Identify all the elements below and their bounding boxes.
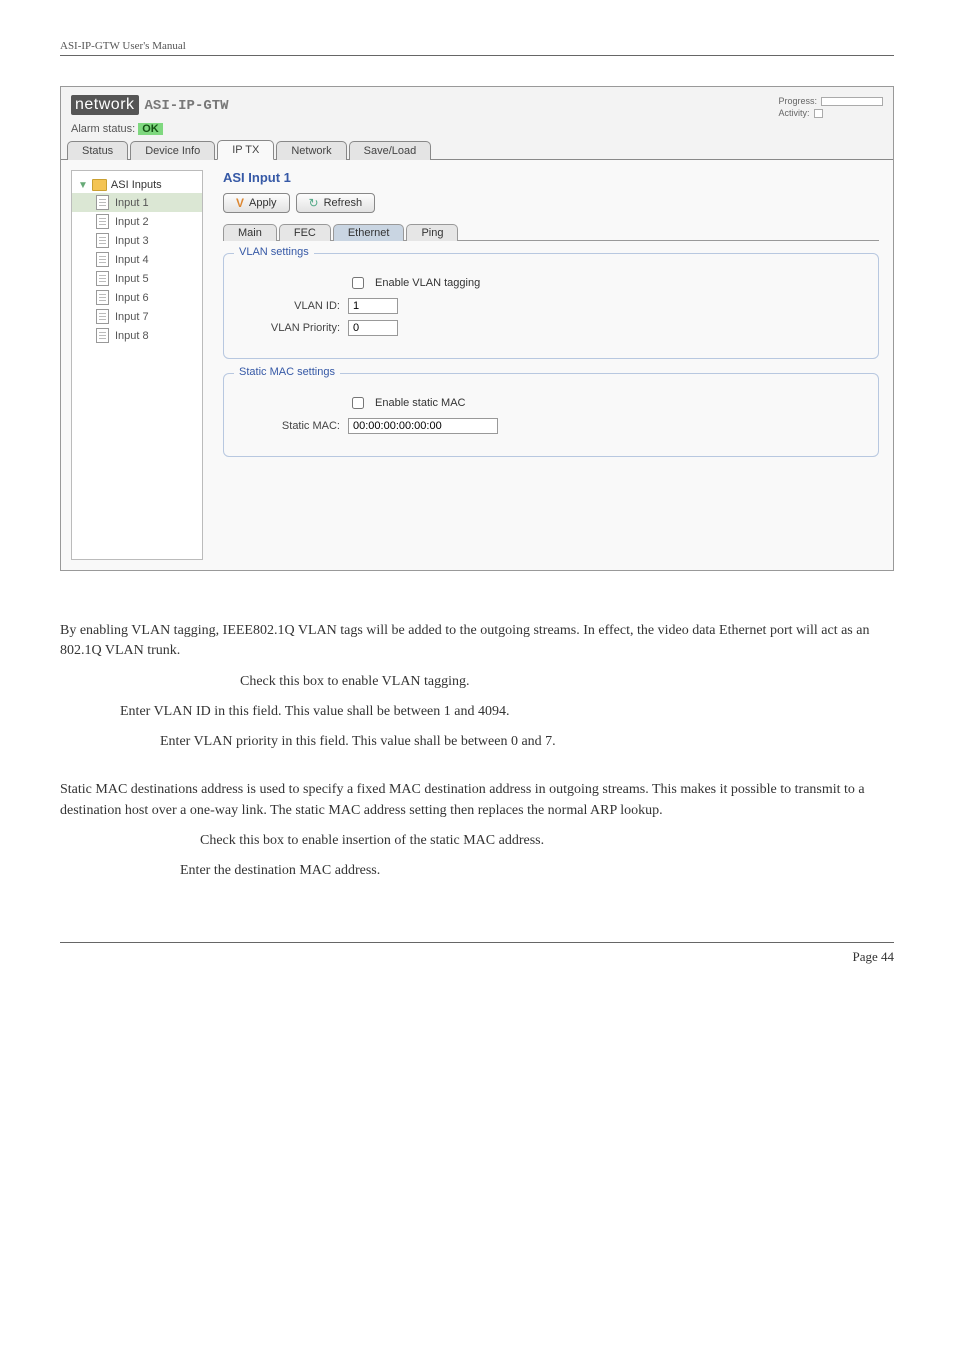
vlan-legend: VLAN settings	[234, 246, 314, 258]
sidebar: ▼ ASI Inputs Input 1 Input 2 Input 3 Inp…	[71, 170, 203, 560]
sidebar-item-input7[interactable]: Input 7	[72, 307, 202, 326]
mac-legend: Static MAC settings	[234, 366, 340, 378]
doc-p7: Enter the destination MAC address.	[180, 861, 894, 881]
alarm-value: OK	[138, 123, 163, 135]
file-icon	[96, 252, 109, 267]
apply-button[interactable]: V Apply	[223, 193, 290, 213]
activity-label: Activity:	[778, 108, 809, 118]
refresh-icon: ↻	[309, 196, 319, 210]
doc-header: ASI-IP-GTW User's Manual	[60, 40, 894, 56]
subtab-ethernet[interactable]: Ethernet	[333, 224, 405, 241]
vlan-enable-label: Enable VLAN tagging	[375, 277, 480, 289]
doc-p6: Check this box to enable insertion of th…	[200, 831, 894, 851]
mac-enable-checkbox[interactable]	[352, 397, 364, 409]
main-tabs: Status Device Info IP TX Network Save/Lo…	[61, 139, 893, 160]
panel-title: ASI Input 1	[223, 170, 879, 185]
file-icon	[96, 233, 109, 248]
sidebar-item-label: Input 2	[115, 216, 149, 228]
sidebar-item-label: Input 8	[115, 330, 149, 342]
sidebar-item-input4[interactable]: Input 4	[72, 250, 202, 269]
mac-addr-input[interactable]	[348, 418, 498, 434]
activity-dot	[814, 109, 823, 118]
status-indicators: Progress: Activity:	[778, 95, 883, 119]
mac-enable-label: Enable static MAC	[375, 397, 465, 409]
subtab-main[interactable]: Main	[223, 224, 277, 241]
doc-p4: Enter VLAN priority in this field. This …	[160, 732, 894, 752]
sidebar-item-label: Input 1	[115, 197, 149, 209]
file-icon	[96, 328, 109, 343]
vlan-id-input[interactable]	[348, 298, 398, 314]
file-icon	[96, 271, 109, 286]
main-panel: ASI Input 1 V Apply ↻ Refresh Main FEC E…	[209, 160, 893, 570]
vlan-prio-label: VLAN Priority:	[240, 322, 340, 334]
mac-addr-label: Static MAC:	[240, 420, 340, 432]
sidebar-root-label: ASI Inputs	[111, 179, 162, 191]
sidebar-item-input1[interactable]: Input 1	[72, 193, 202, 212]
folder-icon	[92, 179, 107, 191]
app-window: network ASI-IP-GTW Progress: Activity: A…	[60, 86, 894, 571]
file-icon	[96, 214, 109, 229]
file-icon	[96, 309, 109, 324]
vlan-id-label: VLAN ID:	[240, 300, 340, 312]
doc-p2: Check this box to enable VLAN tagging.	[240, 672, 894, 692]
refresh-button[interactable]: ↻ Refresh	[296, 193, 376, 213]
tab-ip-tx[interactable]: IP TX	[217, 140, 274, 160]
subtab-ping[interactable]: Ping	[406, 224, 458, 241]
tab-device-info[interactable]: Device Info	[130, 141, 215, 160]
sidebar-item-input3[interactable]: Input 3	[72, 231, 202, 250]
sidebar-item-input6[interactable]: Input 6	[72, 288, 202, 307]
sidebar-item-input5[interactable]: Input 5	[72, 269, 202, 288]
sidebar-item-label: Input 4	[115, 254, 149, 266]
apply-icon: V	[236, 196, 244, 210]
sidebar-item-label: Input 7	[115, 311, 149, 323]
subtab-fec[interactable]: FEC	[279, 224, 331, 241]
tab-network[interactable]: Network	[276, 141, 346, 160]
doc-p3: Enter VLAN ID in this field. This value …	[120, 702, 894, 722]
file-icon	[96, 290, 109, 305]
tab-status[interactable]: Status	[67, 141, 128, 160]
doc-p1: By enabling VLAN tagging, IEEE802.1Q VLA…	[60, 621, 894, 662]
expand-icon: ▼	[78, 180, 88, 191]
sidebar-item-input8[interactable]: Input 8	[72, 326, 202, 345]
document-body: By enabling VLAN tagging, IEEE802.1Q VLA…	[60, 621, 894, 882]
sidebar-root[interactable]: ▼ ASI Inputs	[72, 177, 202, 193]
brand: network ASI-IP-GTW	[71, 95, 229, 115]
vlan-enable-checkbox[interactable]	[352, 277, 364, 289]
vlan-prio-input[interactable]	[348, 320, 398, 336]
doc-p5: Static MAC destinations address is used …	[60, 780, 894, 821]
sidebar-item-label: Input 6	[115, 292, 149, 304]
subtabs: Main FEC Ethernet Ping	[223, 223, 879, 241]
progress-label: Progress:	[778, 96, 817, 106]
brand-logo: network	[71, 95, 139, 115]
file-icon	[96, 195, 109, 210]
brand-model: ASI-IP-GTW	[145, 98, 229, 114]
sidebar-item-label: Input 3	[115, 235, 149, 247]
refresh-label: Refresh	[324, 197, 363, 209]
page-footer: Page 44	[60, 942, 894, 965]
alarm-label: Alarm status:	[71, 123, 135, 135]
tab-save-load[interactable]: Save/Load	[349, 141, 432, 160]
sidebar-item-input2[interactable]: Input 2	[72, 212, 202, 231]
sidebar-item-label: Input 5	[115, 273, 149, 285]
vlan-fieldset: VLAN settings Enable VLAN tagging VLAN I…	[223, 253, 879, 359]
alarm-status: Alarm status: OK	[61, 123, 893, 139]
progress-bar	[821, 97, 883, 106]
mac-fieldset: Static MAC settings Enable static MAC St…	[223, 373, 879, 457]
apply-label: Apply	[249, 197, 277, 209]
